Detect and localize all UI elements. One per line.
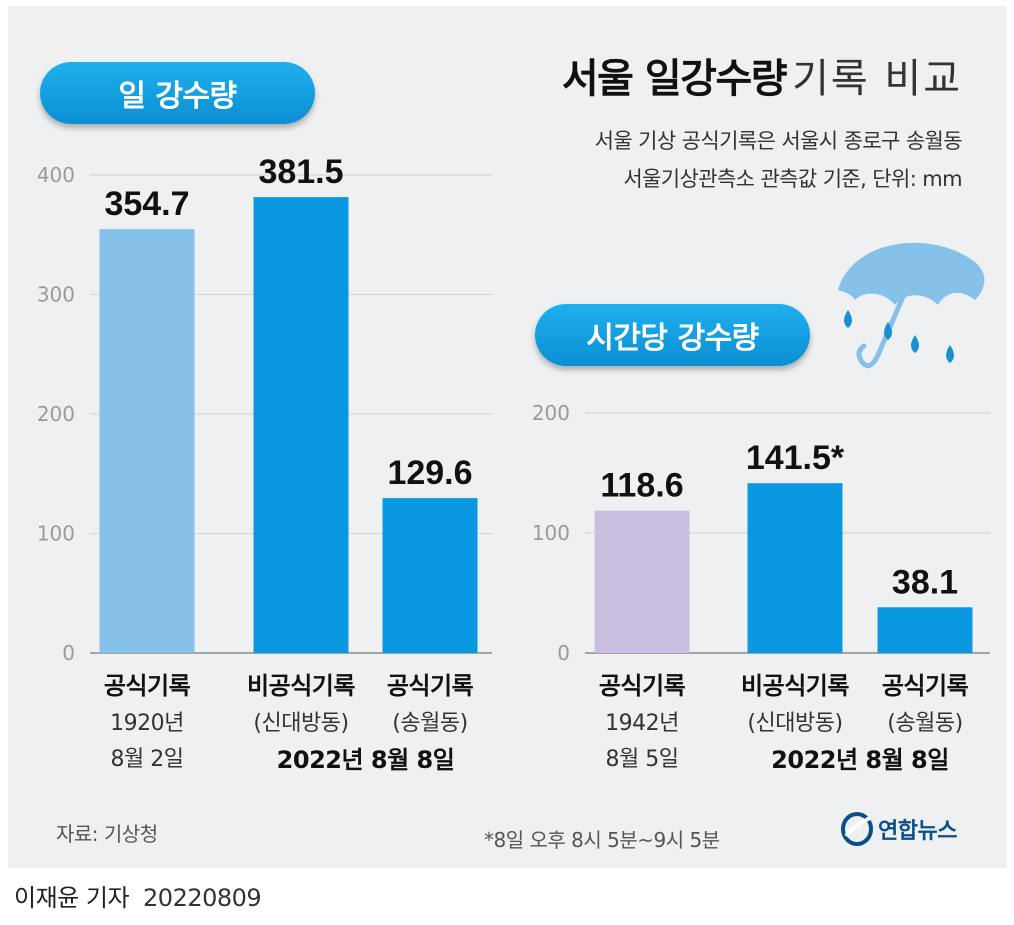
category-label: 비공식기록 — [741, 672, 849, 700]
category-label: 8월 5일 — [606, 747, 679, 772]
footnote: *8일 오후 8시 5분~9시 5분 — [484, 828, 720, 852]
bar — [877, 607, 973, 653]
subtitle: 서울 기상 공식기록은 서울시 종로구 송월동 서울기상관측소 관측값 기준, … — [594, 122, 963, 198]
bar-value-label: 129.6 — [387, 454, 472, 492]
category-label: 8월 2일 — [111, 747, 184, 772]
bar-value-label: 141.5* — [746, 439, 845, 477]
y-tick-label: 0 — [557, 641, 570, 665]
daily-rainfall-pill: 일 강수량 — [40, 62, 315, 124]
group-date-label: 2022년 8월 8일 — [277, 746, 455, 774]
category-label: 공식기록 — [104, 672, 191, 700]
y-tick-label: 100 — [37, 522, 75, 546]
source-note: 자료: 기상청 — [56, 822, 158, 846]
y-tick-label: 100 — [532, 521, 570, 545]
category-label: (송월동) — [392, 711, 467, 736]
category-label: 1942년 — [605, 711, 679, 736]
category-label: 공식기록 — [599, 672, 686, 700]
title-light: 기록 비교 — [792, 56, 962, 102]
subtitle-line-2: 서울기상관측소 관측값 기준, 단위: mm — [623, 167, 962, 191]
bar — [99, 229, 195, 654]
title-bold: 서울 일강수량 — [561, 56, 788, 102]
subtitle-line-1: 서울 기상 공식기록은 서울시 종로구 송월동 — [594, 129, 963, 153]
y-tick-label: 200 — [37, 402, 75, 426]
bar-value-label: 38.1 — [892, 563, 958, 601]
bar-value-label: 118.6 — [600, 467, 683, 505]
category-label: (송월동) — [887, 711, 962, 736]
yonhap-logo-icon — [841, 812, 873, 846]
daily-rainfall-chart: 0 100 200 300 400 354.7 공식기록 1920년 8월 2일 381.5 비공식… — [37, 153, 492, 774]
bar — [594, 510, 690, 653]
yonhap-logo: 연합뉴스 — [840, 812, 957, 846]
category-label: (신대방동) — [253, 711, 348, 736]
page-title: 서울 일강수량 기록 비교 — [562, 46, 962, 104]
category-label: 1920년 — [110, 711, 184, 736]
logo-text: 연합뉴스 — [878, 819, 957, 844]
hourly-rainfall-chart: 0 100 200 118.6 공식기록 1942년 8월 5일 141.5* 비공식기록 (신대… — [532, 401, 990, 774]
bar — [382, 498, 478, 653]
bar-value-label: 354.7 — [104, 185, 189, 223]
y-tick-label: 300 — [37, 283, 75, 307]
category-label: 비공식기록 — [247, 672, 355, 700]
byline-date: 20220809 — [143, 884, 262, 912]
y-tick-label: 0 — [62, 641, 75, 665]
bar — [747, 483, 843, 653]
byline: 이재윤 기자 20220809 — [14, 878, 262, 913]
category-label: 공식기록 — [387, 672, 474, 700]
byline-name: 이재윤 기자 — [14, 884, 130, 912]
bar — [253, 197, 349, 654]
y-tick-label: 400 — [37, 163, 75, 187]
umbrella-rain-icon — [838, 242, 985, 369]
category-label: 공식기록 — [882, 672, 969, 700]
hourly-rainfall-pill: 시간당 강수량 — [535, 304, 810, 366]
group-date-label: 2022년 8월 8일 — [771, 746, 949, 774]
y-tick-label: 200 — [532, 401, 570, 425]
bar-value-label: 381.5 — [258, 153, 343, 191]
category-label: (신대방동) — [747, 711, 842, 736]
